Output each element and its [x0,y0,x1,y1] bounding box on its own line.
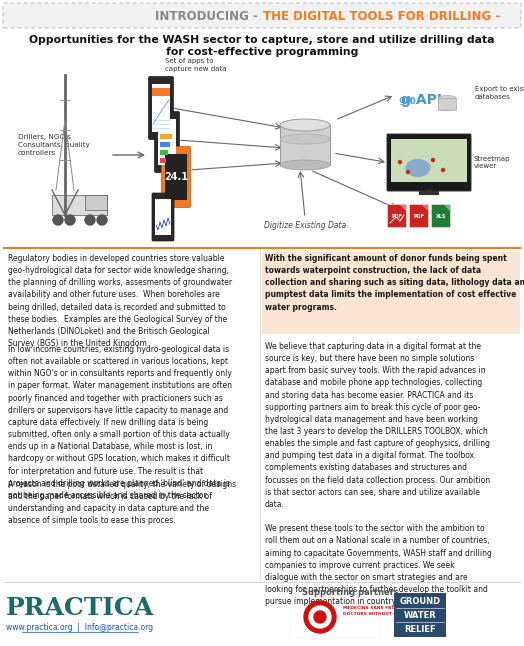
Text: RELIEF: RELIEF [404,625,436,634]
Ellipse shape [280,160,330,170]
Ellipse shape [280,134,330,144]
Ellipse shape [280,119,330,131]
Text: WATER: WATER [403,610,436,620]
Text: Opportunities for the WASH sector to capture, store and utilize drilling data: Opportunities for the WASH sector to cap… [29,35,495,45]
Text: MÉDECINS SANS FRONTIÈRES
DOCTORS WITHOUT BORDERS: MÉDECINS SANS FRONTIÈRES DOCTORS WITHOUT… [343,607,417,616]
Circle shape [97,215,107,225]
Text: Drillers, NGO's
Consultants, quality
controllers: Drillers, NGO's Consultants, quality con… [18,134,90,156]
Polygon shape [444,205,450,211]
FancyBboxPatch shape [152,193,174,241]
Text: A reason is the poor detailed quality, the variety of designs
and the paper form: A reason is the poor detailed quality, t… [8,480,236,525]
Bar [391,139,467,182]
FancyBboxPatch shape [387,134,471,191]
Text: In low income countries, existing hydro-geological data is
often not available o: In low income countries, existing hydro-… [8,345,232,500]
Text: With the significant amount of donor funds being spent
towards waterpoint constr: With the significant amount of donor fun… [265,254,524,311]
Text: Supporting partners: Supporting partners [302,588,398,597]
Circle shape [309,606,331,628]
Bar [290,594,380,638]
Ellipse shape [406,159,431,177]
Bar [152,84,170,132]
Bar [160,158,166,163]
Text: PRACTICA: PRACTICA [6,596,154,620]
Circle shape [85,215,95,225]
Bar [262,252,520,334]
FancyBboxPatch shape [388,205,407,227]
Circle shape [407,171,409,174]
Bar [160,150,168,155]
FancyBboxPatch shape [3,3,521,28]
Polygon shape [422,205,428,211]
Text: Set of apps to
capture new data: Set of apps to capture new data [165,58,226,72]
Text: go: go [398,95,412,105]
FancyBboxPatch shape [161,147,191,207]
Text: XLS: XLS [436,213,446,218]
Text: Streetmap
viewer: Streetmap viewer [474,156,510,169]
Text: We believe that capturing data in a digital format at the
source is key, but the: We believe that capturing data in a digi… [265,342,492,606]
Ellipse shape [438,105,456,110]
Circle shape [304,601,336,633]
Text: g₀API: g₀API [400,93,442,107]
FancyBboxPatch shape [155,112,180,172]
FancyBboxPatch shape [409,205,429,227]
Bar [160,134,172,139]
Circle shape [398,160,401,163]
Circle shape [53,215,63,225]
Bar [165,154,187,200]
Bar [158,119,176,165]
Ellipse shape [438,96,456,101]
Text: www.practica.org  |  Info@practica.org: www.practica.org | Info@practica.org [6,623,154,632]
Bar [438,98,456,110]
Bar [394,593,446,637]
Text: 24.1: 24.1 [164,172,188,182]
Bar [85,195,107,210]
Bar [160,142,170,147]
Text: INTRODUCING -: INTRODUCING - [155,10,262,23]
Bar [280,125,330,165]
Bar [391,139,467,182]
Bar [155,199,171,235]
FancyBboxPatch shape [148,76,173,140]
Text: Regulatory bodies in developed countries store valuable
geo-hydrological data fo: Regulatory bodies in developed countries… [8,254,232,348]
Circle shape [442,169,444,171]
Polygon shape [400,205,406,211]
Text: PDF: PDF [391,213,402,218]
FancyBboxPatch shape [431,205,451,227]
Text: Export to existing
databases: Export to existing databases [475,87,524,99]
Text: Digitize Existing Data: Digitize Existing Data [264,220,346,229]
Bar [152,88,170,96]
Circle shape [431,158,434,162]
Text: PDF: PDF [413,213,424,218]
Circle shape [314,611,326,623]
Text: GROUND: GROUND [399,596,441,605]
Text: THE DIGITAL TOOLS FOR DRILLING -: THE DIGITAL TOOLS FOR DRILLING - [263,10,500,23]
Circle shape [65,215,75,225]
Text: for cost-effective programming: for cost-effective programming [166,47,358,57]
Bar [52,195,107,215]
Ellipse shape [438,101,456,105]
